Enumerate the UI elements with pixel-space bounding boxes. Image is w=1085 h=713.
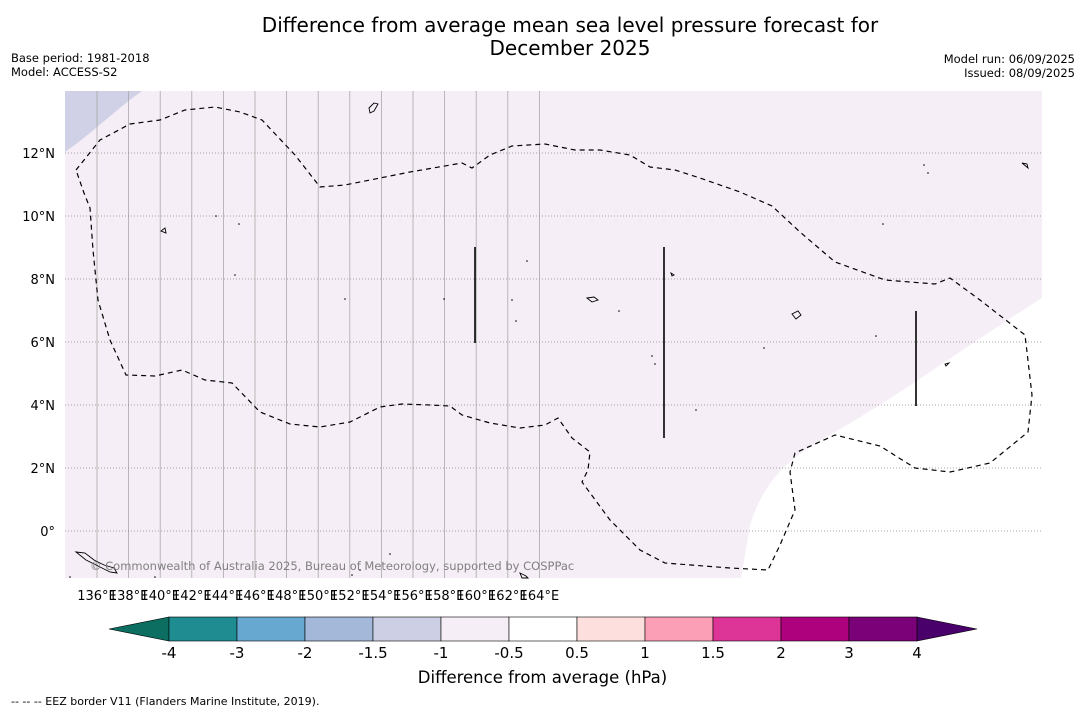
colorbar-tick-label: -1.5 — [358, 644, 387, 662]
model-info: Base period: 1981-2018 Model: ACCESS-S2 — [11, 51, 150, 79]
longitude-tick-label: 164°E — [520, 589, 560, 604]
colorbar-underflow-arrow — [108, 616, 170, 642]
longitude-tick-label: 146°E — [235, 589, 275, 604]
longitude-tick-label: 140°E — [140, 589, 180, 604]
latitude-tick-label: 0° — [40, 525, 55, 540]
colorbar-tick-label: 2 — [776, 644, 786, 662]
colorbar-tick-label: 4 — [912, 644, 922, 662]
title-line-2: December 2025 — [489, 36, 651, 60]
map-title: Difference from average mean sea level p… — [0, 14, 1085, 60]
base-period: Base period: 1981-2018 — [11, 51, 150, 65]
colorbar-bin — [304, 616, 374, 642]
latitude-tick-label: 12°N — [22, 147, 55, 162]
colorbar-tick-label: -0.5 — [494, 644, 523, 662]
issued-date: Issued: 08/09/2025 — [964, 66, 1075, 80]
colorbar-tick-label: -3 — [230, 644, 245, 662]
colorbar-bin — [848, 616, 918, 642]
longitude-tick-label: 158°E — [425, 589, 465, 604]
longitude-labels: 136°E138°E140°E142°E144°E146°E148°E150°E… — [77, 589, 559, 604]
longitude-tick-label: 156°E — [393, 589, 433, 604]
colorbar-tick-label: -4 — [162, 644, 177, 662]
colorbar-bin — [168, 616, 238, 642]
longitude-tick-label: 152°E — [330, 589, 370, 604]
model-run-date: Model run: 06/09/2025 — [943, 52, 1075, 66]
latitude-tick-label: 4°N — [31, 399, 56, 414]
run-info: Model run: 06/09/2025 Issued: 08/09/2025 — [944, 52, 1075, 80]
islands — [74, 102, 1029, 579]
title-line-1: Difference from average mean sea level p… — [261, 13, 879, 37]
island-chuuk — [585, 296, 599, 303]
latitude-tick-label: 2°N — [31, 462, 56, 477]
colorbar-bins — [168, 616, 918, 642]
colorbar-tick-label: -2 — [298, 644, 313, 662]
colorbar-bin — [508, 616, 578, 642]
island-guam — [368, 102, 379, 114]
colorbar-bin — [780, 616, 850, 642]
latitude-labels: 12°N 10°N 8°N 6°N 4°N 2°N 0° — [22, 147, 55, 540]
longitude-tick-label: 154°E — [362, 589, 402, 604]
colorbar-bin — [644, 616, 714, 642]
longitude-tick-label: 136°E — [77, 589, 117, 604]
colorbar-bin — [712, 616, 782, 642]
latitude-tick-label: 6°N — [31, 336, 56, 351]
longitude-tick-label: 162°E — [488, 589, 528, 604]
graticule — [65, 91, 1042, 578]
eez-border — [75, 106, 1033, 571]
colorbar-overflow-arrow — [916, 616, 978, 642]
island-kosrae — [791, 310, 802, 320]
colorbar-tick-label: -1 — [434, 644, 449, 662]
colorbar-bin — [372, 616, 442, 642]
longitude-tick-label: 148°E — [267, 589, 307, 604]
copyright-notice: © Commonwealth of Australia 2025, Bureau… — [90, 559, 574, 573]
colorbar-tick-label: 1.5 — [701, 644, 725, 662]
colorbar-labels: -4 -3 -2 -1.5 -1 -0.5 0.5 1 1.5 2 3 4 — [162, 644, 922, 662]
model-name: Model: ACCESS-S2 — [11, 65, 118, 79]
island-small-3 — [519, 572, 530, 579]
map-panel: © Commonwealth of Australia 2025, Bureau… — [65, 91, 1042, 579]
longitude-tick-label: 142°E — [172, 589, 212, 604]
latitude-tick-label: 8°N — [31, 273, 56, 288]
longitude-tick-label: 138°E — [109, 589, 149, 604]
latitude-tick-label: 10°N — [22, 210, 55, 225]
colorbar-tick-label: 3 — [844, 644, 854, 662]
colorbar-bin — [236, 616, 306, 642]
island-small-1 — [670, 271, 675, 277]
island-new-ireland — [74, 551, 118, 574]
colorbar: -4 -3 -2 -1.5 -1 -0.5 0.5 1 1.5 2 3 4 — [108, 616, 978, 662]
colorbar-bin — [576, 616, 646, 642]
colorbar-bin — [440, 616, 510, 642]
colorbar-tick-label: 1 — [640, 644, 650, 662]
island-yap — [160, 227, 167, 234]
atolls — [69, 164, 929, 578]
colorbar-title: Difference from average (hPa) — [417, 668, 668, 687]
longitude-tick-label: 160°E — [456, 589, 496, 604]
longitude-tick-label: 150°E — [298, 589, 338, 604]
longitude-tick-label: 144°E — [204, 589, 244, 604]
island-small-2 — [944, 362, 951, 367]
colorbar-tick-label: 0.5 — [565, 644, 589, 662]
negative-area — [65, 91, 142, 152]
eez-footnote: -- -- -- EEZ border V11 (Flanders Marine… — [11, 695, 320, 708]
neutral-area — [741, 298, 1042, 578]
island-small-4 — [1021, 162, 1029, 170]
